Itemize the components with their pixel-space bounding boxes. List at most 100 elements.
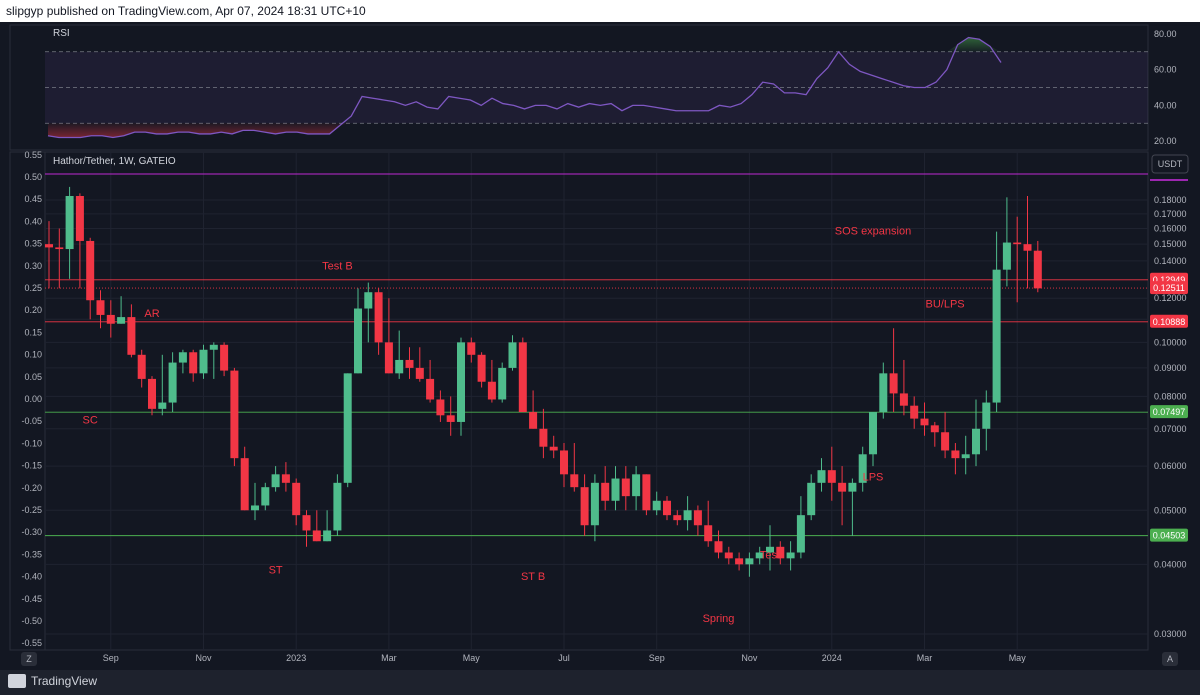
left-tick-label: 0.15 [24, 327, 42, 337]
price-pane[interactable] [9, 151, 1149, 651]
candle-body [745, 558, 754, 565]
right-tick-label: 0.06000 [1154, 461, 1187, 471]
candle-78 [848, 478, 857, 536]
candle-8 [127, 304, 136, 358]
right-tick-label: 0.16000 [1154, 224, 1187, 234]
candle-body [508, 342, 517, 368]
candle-body [240, 458, 249, 511]
rsi-tick-label: 40.00 [1154, 100, 1177, 110]
candle-body [807, 482, 816, 516]
left-tick-label: -0.50 [21, 616, 42, 626]
candle-85 [920, 402, 929, 436]
candle-62 [683, 496, 692, 531]
level-tag-label-1: 0.12511 [1153, 283, 1185, 293]
candle-body [137, 354, 146, 379]
right-tick-label: 0.14000 [1154, 256, 1187, 266]
candle-73 [796, 496, 805, 559]
candle-83 [899, 359, 908, 416]
candle-body [1033, 250, 1042, 289]
candle-body [292, 482, 301, 516]
candle-body [652, 500, 661, 511]
annotation-2: ST [269, 565, 283, 577]
rsi-tick-label: 60.00 [1154, 65, 1177, 75]
candle-64 [704, 500, 713, 547]
candle-81 [879, 362, 888, 419]
level-tag-bg-2 [1150, 314, 1188, 328]
candle-57 [632, 466, 641, 511]
time-tick-label: Nov [741, 653, 758, 663]
candle-body [384, 342, 393, 374]
candle-body [755, 552, 764, 559]
candle-body [189, 352, 198, 374]
left-tick-label: -0.55 [21, 638, 42, 648]
annotations: AR SC ST Test B ST B Spring Test LPS SOS expansi… [83, 226, 965, 626]
candle-91 [982, 390, 991, 451]
candle-body [230, 370, 239, 459]
level-tag-bg-1 [1150, 281, 1188, 295]
candle-body [621, 478, 630, 497]
candle-28 [333, 474, 342, 536]
level-tag-label-3: 0.07497 [1153, 407, 1186, 417]
candle-body [518, 342, 527, 413]
left-tick-label: 0.45 [24, 194, 42, 204]
timezone-button[interactable]: Z [21, 652, 37, 666]
candle-body [704, 525, 713, 542]
candle-66 [724, 546, 733, 565]
left-tick-label: 0.40 [24, 216, 42, 226]
candle-63 [693, 505, 702, 536]
time-tick-label: Mar [917, 653, 933, 663]
candle-body [333, 482, 342, 531]
candle-76 [827, 446, 836, 501]
candle-58 [642, 474, 651, 516]
candle-body [590, 482, 599, 526]
candle-body [323, 530, 332, 542]
rsi-tick-label: 20.00 [1154, 136, 1177, 146]
candle-13 [178, 349, 187, 374]
annotation-8: SOS expansion [835, 226, 911, 238]
candle-82 [889, 328, 898, 413]
candle-1 [55, 228, 64, 289]
candle-body [415, 367, 424, 379]
candle-body [158, 402, 167, 409]
candle-body [178, 352, 187, 363]
candle-body [55, 247, 64, 250]
candle-46 [518, 337, 527, 413]
candle-11 [158, 354, 167, 416]
candle-body [827, 470, 836, 483]
candle-body [199, 349, 208, 374]
candle-body [776, 546, 785, 559]
candle-2 [65, 186, 74, 279]
candle-61 [673, 510, 682, 526]
time-axis[interactable]: Sep Nov 2023 Mar May Jul Sep Nov 2024 Mar May [103, 653, 1026, 663]
chart-canvas[interactable]: RSI 80.00 60.00 40.00 20.00 AR SC ST Test B ST … [0, 22, 1200, 670]
right-tick-label: 0.10000 [1154, 337, 1187, 347]
time-tick-label: Mar [381, 653, 397, 663]
left-tick-label: 0.55 [24, 150, 42, 160]
candle-88 [951, 443, 960, 475]
candle-body [498, 367, 507, 400]
candle-69 [755, 546, 764, 565]
candle-body [117, 317, 126, 324]
candle-body [343, 373, 352, 483]
rsi-band-fill [45, 51, 1148, 124]
candle-51 [570, 443, 579, 492]
candle-87 [941, 412, 950, 459]
candle-17 [220, 342, 229, 377]
candle-15 [199, 344, 208, 379]
rsi-oversold-fill [48, 123, 1001, 138]
left-tick-label: -0.20 [21, 483, 42, 493]
candle-body [930, 425, 939, 433]
right-price-axis[interactable]: 0.18000 0.17000 0.16000 0.15000 0.14000 0.120… [1154, 195, 1187, 639]
candle-31 [364, 282, 373, 343]
tradingview-logo[interactable]: TradingView [8, 674, 97, 688]
candle-34 [395, 330, 404, 379]
time-tick-label: May [463, 653, 481, 663]
rsi-line-group [47, 36, 1002, 139]
currency-button[interactable]: USDT [1151, 154, 1189, 174]
candle-body [838, 482, 847, 492]
candle-23 [281, 462, 290, 492]
left-tick-label: -0.05 [21, 416, 42, 426]
candles [45, 186, 1042, 577]
right-tick-label: 0.12000 [1154, 293, 1187, 303]
auto-scale-button[interactable]: A [1162, 652, 1178, 666]
